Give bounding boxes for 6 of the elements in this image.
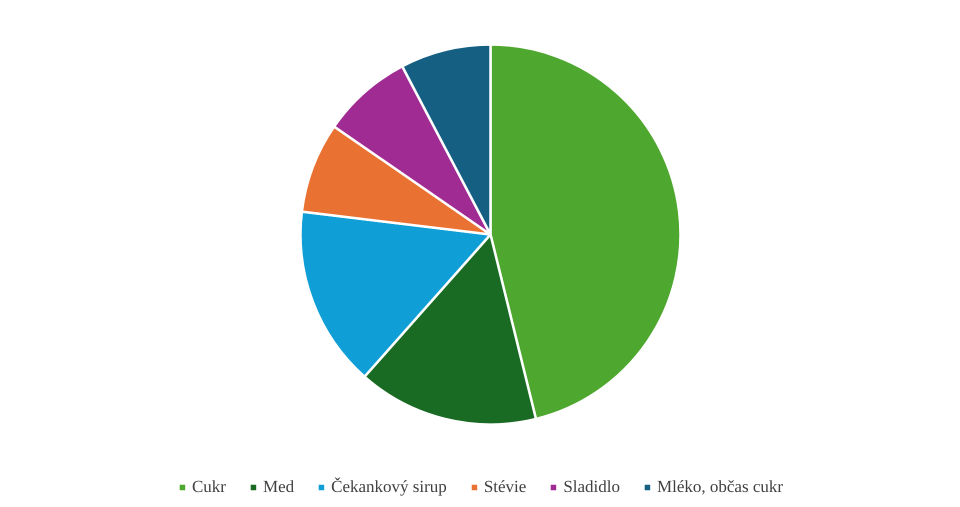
- legend-label: Čekankový sirup: [331, 477, 447, 497]
- legend-label: Sladidlo: [563, 477, 620, 497]
- legend-label: Med: [262, 477, 294, 497]
- legend-label: Mléko, občas cukr: [656, 477, 784, 497]
- legend-label: Stévie: [484, 477, 526, 497]
- legend-label: Cukr: [192, 477, 226, 497]
